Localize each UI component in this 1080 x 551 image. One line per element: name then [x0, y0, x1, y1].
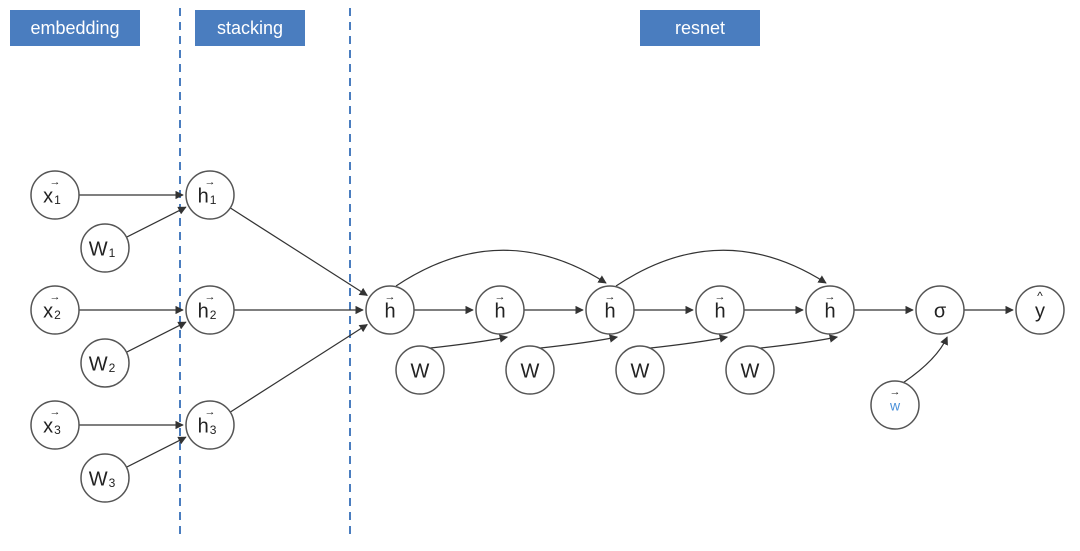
- edge-h3-h: [230, 325, 367, 413]
- node-y: ^y: [1016, 286, 1064, 334]
- node-W1: W1: [81, 224, 129, 272]
- node-h: →h: [366, 286, 414, 334]
- node-Wc: W: [616, 346, 664, 394]
- node-label-Wd: W: [741, 360, 760, 382]
- edge-wv-sigma: [902, 337, 947, 383]
- edge-Wd-hd: [757, 337, 837, 348]
- edge-Wa-ha: [427, 337, 507, 348]
- stage-label-resnet: resnet: [675, 18, 725, 38]
- node-label-ha: h: [494, 300, 505, 322]
- node-W2: W2: [81, 339, 129, 387]
- edge-W1-h1: [126, 207, 185, 237]
- edge-W3-h3: [126, 437, 185, 467]
- node-label-hd: h: [824, 300, 835, 322]
- node-label-Wa: W: [411, 360, 430, 382]
- node-h1: →h1: [186, 171, 234, 219]
- node-Wb: W: [506, 346, 554, 394]
- node-x1: →x1: [31, 171, 79, 219]
- node-label-hc: h: [714, 300, 725, 322]
- node-h3: →h3: [186, 401, 234, 449]
- node-Wa: W: [396, 346, 444, 394]
- node-sigma: σ: [916, 286, 964, 334]
- node-hd: →h: [806, 286, 854, 334]
- node-label-wv: w: [889, 398, 901, 414]
- node-ha: →h: [476, 286, 524, 334]
- diagram-canvas: embedding stacking resnet →x1W1→x2W2→x3W3 →…: [0, 0, 1080, 551]
- node-label-Wc: W: [631, 360, 650, 382]
- edge-Wb-hb: [537, 337, 617, 348]
- node-h2: →h2: [186, 286, 234, 334]
- node-W3: W3: [81, 454, 129, 502]
- node-hc: →h: [696, 286, 744, 334]
- stage-label-embedding: embedding: [30, 18, 119, 38]
- node-label-hb: h: [604, 300, 615, 322]
- node-Wd: W: [726, 346, 774, 394]
- edge-W2-h2: [126, 322, 185, 352]
- node-label-sigma: σ: [934, 300, 947, 322]
- node-label-y: y: [1035, 300, 1045, 322]
- edge-Wc-hc: [647, 337, 727, 348]
- edge-h1-h: [230, 208, 367, 296]
- stage-label-stacking: stacking: [217, 18, 283, 38]
- node-wv: →w: [871, 381, 919, 429]
- node-label-h: h: [384, 300, 395, 322]
- node-x2: →x2: [31, 286, 79, 334]
- vec-mark-wv: →: [890, 386, 901, 398]
- skip-h-hb: [396, 250, 606, 286]
- node-label-Wb: W: [521, 360, 540, 382]
- node-x3: →x3: [31, 401, 79, 449]
- node-hb: →h: [586, 286, 634, 334]
- skip-hb-hd: [616, 250, 826, 286]
